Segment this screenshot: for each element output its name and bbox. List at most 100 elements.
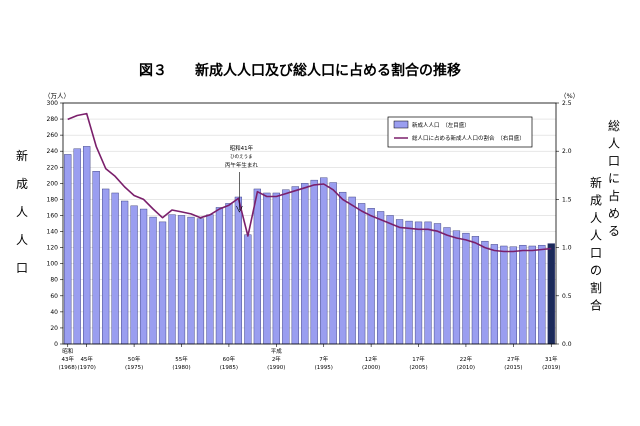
bar <box>121 200 129 345</box>
x-tick-western-year: (1985) <box>220 365 238 371</box>
right-axis-unit: （%） <box>560 92 579 100</box>
bar <box>92 171 100 345</box>
x-tick-label: 17年 <box>412 355 425 363</box>
right-axis-title-char: 口 <box>608 154 620 168</box>
left-tick-label: 280 <box>47 116 59 123</box>
bar <box>310 179 318 345</box>
right-axis-title-char: る <box>608 224 620 238</box>
x-tick-western-year: (1970) <box>78 365 96 371</box>
right-axis-title-char: 割 <box>590 280 602 295</box>
left-axis-title-char: 口 <box>16 261 28 275</box>
bar <box>64 154 72 345</box>
left-axis-unit: （万人） <box>44 92 70 100</box>
bar <box>509 246 517 345</box>
bar <box>196 218 205 345</box>
bar <box>329 182 337 345</box>
left-tick-label: 220 <box>47 164 59 171</box>
bar <box>282 189 290 345</box>
right-axis-title-char: 合 <box>590 298 602 313</box>
chart-title: 図３ 新成人人口及び総人口に占める割合の推移 <box>139 62 461 79</box>
annotation-text: 昭和41年 <box>230 144 254 152</box>
x-tick-western-year: (1995) <box>315 365 333 371</box>
x-tick-western-year: (2010) <box>457 365 475 371</box>
left-tick-label: 100 <box>47 261 59 268</box>
left-axis-title-char: 人 <box>16 233 28 247</box>
left-tick-label: 120 <box>47 245 59 252</box>
left-axis-title-char: 成 <box>16 177 28 191</box>
bar <box>395 219 404 345</box>
left-axis-title-char: 新 <box>16 148 28 163</box>
right-axis-title-char: 総 <box>608 119 620 133</box>
legend: 新成人人口 （左目盛） 総人口に占める新成人人口の割合 （右目盛） <box>387 116 533 148</box>
bar <box>538 244 546 345</box>
bar <box>83 146 91 345</box>
left-tick-label: 160 <box>47 212 59 219</box>
right-tick-label: 0.0 <box>562 341 572 348</box>
x-tick-label: 45年 <box>80 355 93 363</box>
annotation-arrowhead <box>236 205 243 213</box>
bar <box>102 188 110 345</box>
x-tick-western-year: (1968) <box>59 365 77 371</box>
bar <box>73 148 81 345</box>
left-tick-label: 240 <box>47 148 59 155</box>
legend-line-label: 総人口に占める新成人人口の割合 （右目盛） <box>412 134 525 142</box>
x-tick-western-year: (2019) <box>542 365 560 371</box>
bar <box>244 234 252 345</box>
right-tick-label: 2.0 <box>562 148 572 155</box>
right-axis-ticks: 0.0 0.5 1.0 1.5 2.0 2.5 <box>556 100 572 348</box>
bar <box>234 196 243 345</box>
right-axis-title-char: に <box>608 172 620 186</box>
ratio-line-series <box>67 112 552 253</box>
right-axis-title-char: 成 <box>590 194 602 208</box>
right-tick-label: 0.5 <box>562 293 572 300</box>
bar <box>149 216 157 345</box>
x-tick-label: 55年 <box>175 355 188 363</box>
plot-frame <box>62 102 557 345</box>
bar <box>253 188 261 345</box>
bar <box>139 208 148 345</box>
right-axis-title-char: 人 <box>608 137 620 151</box>
bar <box>367 208 375 345</box>
x-tick-western-year: (1975) <box>125 365 143 371</box>
x-tick-western-year: (1990) <box>267 365 285 371</box>
x-tick-western-year: (2005) <box>409 365 427 371</box>
right-axis-title-char: 人 <box>590 229 602 243</box>
bar <box>490 244 498 345</box>
bar <box>462 232 470 345</box>
bar <box>320 177 328 345</box>
right-axis-title: 総人口に占める新成人人口の割合 <box>590 119 620 313</box>
x-tick-label: 2年 <box>272 355 281 363</box>
bar <box>177 215 186 345</box>
left-axis-title: 新成人人口 <box>16 148 28 275</box>
right-axis-title-char: 占 <box>608 188 620 203</box>
x-tick-label: 22年 <box>460 355 473 363</box>
bar <box>414 221 423 345</box>
right-axis-title-char: め <box>608 207 620 221</box>
left-tick-label: 180 <box>47 196 59 203</box>
x-tick-label: 27年 <box>507 355 520 363</box>
x-tick-western-year: (2000) <box>362 365 380 371</box>
left-axis-ticks: 0 20 40 60 80 100 120 140 160 180 200 220 240 260 280 3… <box>47 100 63 348</box>
bar <box>519 244 527 345</box>
ratio-line <box>67 112 552 253</box>
right-tick-label: 1.5 <box>562 196 572 203</box>
bar <box>291 186 299 345</box>
x-tick-label: 12年 <box>365 355 378 363</box>
left-tick-label: 0 <box>54 341 58 348</box>
bar <box>424 221 432 345</box>
bar <box>187 216 195 345</box>
right-tick-label: 1.0 <box>562 245 572 252</box>
left-tick-label: 60 <box>50 293 58 300</box>
bar <box>111 192 119 345</box>
bar <box>528 245 536 345</box>
legend-box <box>387 116 533 148</box>
bar <box>168 214 176 345</box>
right-axis-title-char: 新 <box>590 175 602 190</box>
left-tick-label: 260 <box>47 132 59 139</box>
bar <box>130 205 138 345</box>
x-tick-western-year: (1980) <box>172 365 190 371</box>
bar <box>348 196 356 345</box>
left-axis-title-char: 人 <box>16 205 28 219</box>
x-tick-western-year: (2015) <box>504 365 522 371</box>
